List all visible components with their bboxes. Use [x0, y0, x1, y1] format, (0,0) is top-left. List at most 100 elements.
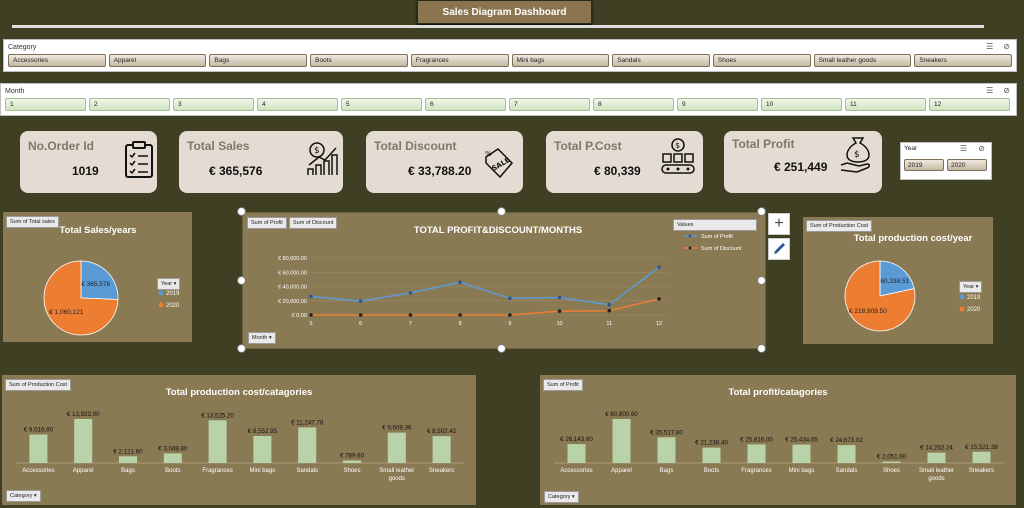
month-item-8[interactable]: 8: [593, 98, 674, 111]
field-button-discount[interactable]: Sum of Discount: [289, 217, 338, 229]
category-item-mini-bags[interactable]: Mini bags: [511, 54, 610, 67]
category-item-small-leather-goods[interactable]: Small leather goods: [813, 54, 912, 67]
profit-cat-chart[interactable]: Sum of Profit Total profit/catagories € …: [540, 375, 1016, 505]
year-item-2019[interactable]: 2019: [904, 159, 944, 171]
month-item-1[interactable]: 1: [5, 98, 86, 111]
category-item-fragrances[interactable]: Fragrances: [410, 54, 509, 67]
month-item-12[interactable]: 12: [929, 98, 1010, 111]
chart-elements-button[interactable]: +: [768, 213, 790, 235]
bar: [882, 461, 901, 463]
bar: [163, 453, 182, 463]
data-label: € 8,502.42: [427, 428, 457, 435]
data-label: € 26,143.60: [560, 436, 593, 443]
month-item-5[interactable]: 5: [341, 98, 422, 111]
category-axis-button[interactable]: Category ▾: [544, 491, 579, 503]
profit-discount-chart[interactable]: Sum of Profit Sum of Discount TOTAL PROF…: [242, 212, 766, 349]
production-cat-chart[interactable]: Sum of Production Cost Total production …: [2, 375, 476, 505]
growth-chart-icon: $: [307, 142, 338, 175]
bar-chart: € 9,016.80 Accessories € 13,923.00 Apparel €…: [16, 411, 464, 482]
field-button[interactable]: Sum of Production Cost: [5, 379, 72, 391]
legend-label: 2019: [967, 295, 981, 301]
clear-filter-icon[interactable]: ⊘: [1003, 42, 1010, 51]
field-button-profit[interactable]: Sum of Profit: [247, 217, 287, 229]
data-label: € 25,434.65: [785, 437, 818, 444]
category-label: Mini bags: [789, 468, 815, 474]
category-item-accessories[interactable]: Accessories: [8, 54, 106, 67]
series-line-1: [311, 298, 660, 316]
pie-chart: € 60,338.51 € 218,909.50 2019 2020: [844, 260, 981, 332]
resize-handle[interactable]: [237, 344, 246, 353]
legend-label: 2020: [967, 307, 981, 313]
category-item-boots[interactable]: Boots: [310, 54, 408, 67]
sales-years-chart[interactable]: Sum of Total sales Total Sales/years € 3…: [3, 212, 192, 342]
data-label: € 60,800.60: [605, 411, 638, 418]
month-item-2[interactable]: 2: [89, 98, 170, 111]
category-item-sneakers[interactable]: Sneakers: [914, 54, 1013, 67]
category-label: Accessories: [22, 468, 54, 474]
resize-handle[interactable]: [237, 276, 246, 285]
bar: [612, 419, 631, 463]
legend-label: Sum of Discount: [701, 246, 742, 252]
category-axis-button[interactable]: Category ▾: [6, 490, 41, 502]
month-item-9[interactable]: 9: [677, 98, 758, 111]
production-year-chart[interactable]: Sum of Production Cost Total production …: [803, 217, 993, 344]
category-item-shoes[interactable]: Shoes: [712, 54, 811, 67]
data-label: € 14,252.24: [920, 445, 953, 452]
x-tick-label: 7: [409, 321, 412, 327]
bar: [253, 435, 272, 463]
category-item-sandals[interactable]: Sandals: [612, 54, 710, 67]
field-button[interactable]: Sum of Profit: [543, 379, 583, 391]
year-filter-button[interactable]: Year ▾: [959, 281, 983, 293]
svg-text:$: $: [675, 141, 680, 150]
x-tick-label: 5: [309, 321, 312, 327]
pie-label: € 60,338.51: [875, 278, 910, 285]
clear-filter-icon[interactable]: ⊘: [1003, 86, 1010, 95]
resize-handle[interactable]: [497, 344, 506, 353]
kpi-value: 1019: [72, 164, 99, 178]
resize-handle[interactable]: [497, 207, 506, 216]
month-slicer-label: Month: [5, 87, 25, 95]
category-item-apparel[interactable]: Apparel: [108, 54, 207, 67]
category-label: Sneakers: [969, 468, 994, 474]
multi-select-icon[interactable]: ☰: [986, 42, 994, 51]
multi-select-icon[interactable]: ☰: [986, 86, 994, 95]
month-axis-button[interactable]: Month ▾: [248, 332, 276, 344]
resize-handle[interactable]: [237, 207, 246, 216]
month-item-4[interactable]: 4: [257, 98, 338, 111]
year-slicer[interactable]: Year ☰ ⊘ 2019 2020: [900, 142, 992, 180]
chart-styles-button[interactable]: [768, 238, 790, 260]
resize-handle[interactable]: [757, 207, 766, 216]
legend-values-button[interactable]: Values: [673, 219, 757, 231]
kpi-label: Total Discount: [374, 139, 457, 153]
category-label: Bags: [660, 468, 674, 474]
category-label: Apparel: [73, 468, 94, 474]
category-item-bags[interactable]: Bags: [209, 54, 308, 67]
resize-handle[interactable]: [757, 276, 766, 285]
legend-label: Sum of Profit: [701, 234, 733, 240]
month-item-6[interactable]: 6: [425, 98, 506, 111]
month-item-10[interactable]: 10: [761, 98, 842, 111]
kpi-label: Total Profit: [732, 137, 795, 151]
y-tick-label: € 60,000.00: [278, 270, 307, 276]
resize-handle[interactable]: [757, 344, 766, 353]
year-item-2020[interactable]: 2020: [947, 159, 987, 171]
month-item-11[interactable]: 11: [845, 98, 926, 111]
data-label: € 789.60: [340, 453, 365, 460]
field-button[interactable]: Sum of Total sales: [6, 216, 59, 228]
month-slicer[interactable]: Month ☰ ⊘ 1 2 3 4 5 6 7 8 9 10 11 12: [0, 83, 1017, 116]
kpi-value: € 365,576: [209, 164, 263, 178]
svg-text:$: $: [854, 150, 860, 160]
clear-filter-icon[interactable]: ⊘: [978, 144, 985, 153]
data-point: [408, 313, 413, 317]
dashboard-title: Sales Diagram Dashboard: [417, 0, 592, 24]
category-slicer[interactable]: Category ☰ ⊘ Accessories Apparel Bags Boots…: [3, 39, 1017, 72]
year-filter-button[interactable]: Year ▾: [157, 278, 181, 290]
category-label: Sandals: [296, 468, 318, 474]
chart-title: TOTAL PROFIT&DISCOUNT/MONTHS: [413, 225, 583, 236]
pie-label: € 365,576: [81, 281, 110, 288]
month-item-7[interactable]: 7: [509, 98, 590, 111]
month-item-3[interactable]: 3: [173, 98, 254, 111]
multi-select-icon[interactable]: ☰: [959, 144, 967, 153]
field-button[interactable]: Sum of Production Cost: [806, 220, 873, 232]
kpi-value: € 80,339: [594, 164, 641, 178]
